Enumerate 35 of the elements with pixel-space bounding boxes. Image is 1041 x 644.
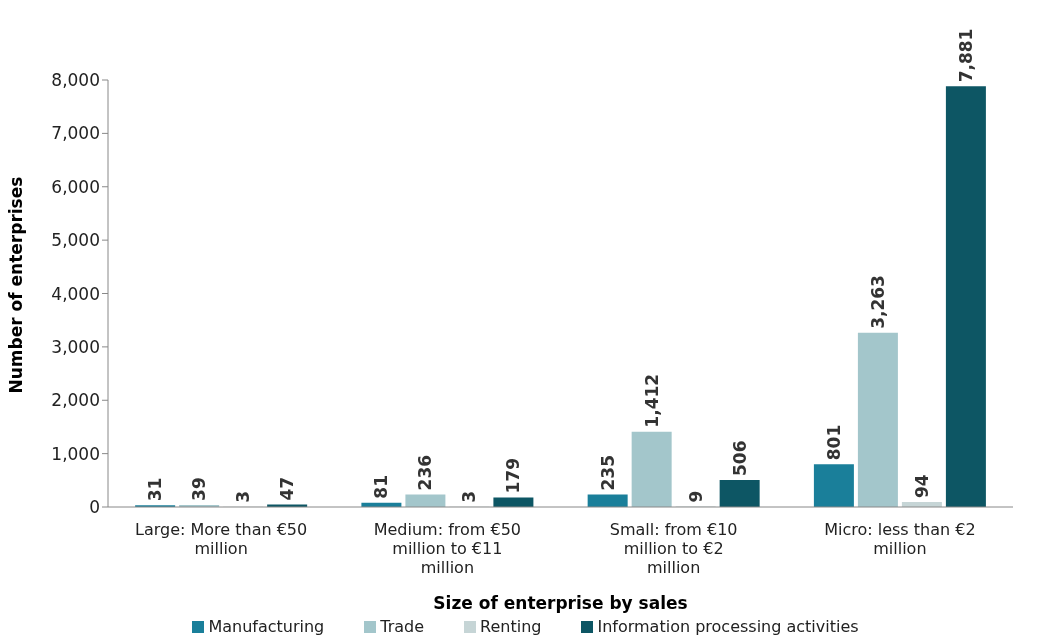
data-label: 39 xyxy=(189,477,210,501)
legend-label: Information processing activities xyxy=(596,617,859,636)
data-label: 236 xyxy=(415,454,436,491)
x-axis-title: Size of enterprise by sales xyxy=(433,593,688,613)
y-axis-title: Number of enterprises xyxy=(6,176,27,394)
y-tick-label: 4,000 xyxy=(51,283,100,304)
y-tick-label: 0 xyxy=(89,497,100,518)
data-label: 3 xyxy=(233,491,254,503)
data-label: 179 xyxy=(503,457,524,494)
data-label: 9 xyxy=(685,490,706,503)
y-tick-label: 3,000 xyxy=(51,336,100,357)
data-label: 81 xyxy=(371,475,392,499)
y-tick-label: 6,000 xyxy=(51,176,100,197)
x-tick-label: Large: More than €50 million xyxy=(135,520,308,558)
y-tick-label: 2,000 xyxy=(51,390,100,411)
data-label: 801 xyxy=(823,424,844,461)
y-tick-label: 7,000 xyxy=(51,123,100,144)
y-tick-label: 5,000 xyxy=(51,230,100,251)
legend-label: Manufacturing xyxy=(207,617,325,636)
data-label: 3,263 xyxy=(867,275,888,329)
x-tick-label: Small: from €10 million to €2 million xyxy=(609,520,738,577)
y-tick-label: 8,000 xyxy=(51,70,100,91)
y-tick-label: 1,000 xyxy=(51,443,100,464)
x-tick-label: Medium: from €50 million to €11 million xyxy=(373,520,522,577)
data-label: 235 xyxy=(597,454,618,491)
data-label: 1,412 xyxy=(641,373,662,428)
data-label: 506 xyxy=(729,440,750,476)
data-label: 47 xyxy=(277,476,298,501)
data-label: 7,881 xyxy=(955,28,976,83)
data-label: 3 xyxy=(459,491,480,503)
legend-label: Trade xyxy=(379,617,425,636)
legend-label: Renting xyxy=(479,617,542,636)
x-tick-label: Micro: less than €2 million xyxy=(824,520,976,558)
data-label: 94 xyxy=(911,474,932,498)
data-label: 31 xyxy=(145,477,166,502)
